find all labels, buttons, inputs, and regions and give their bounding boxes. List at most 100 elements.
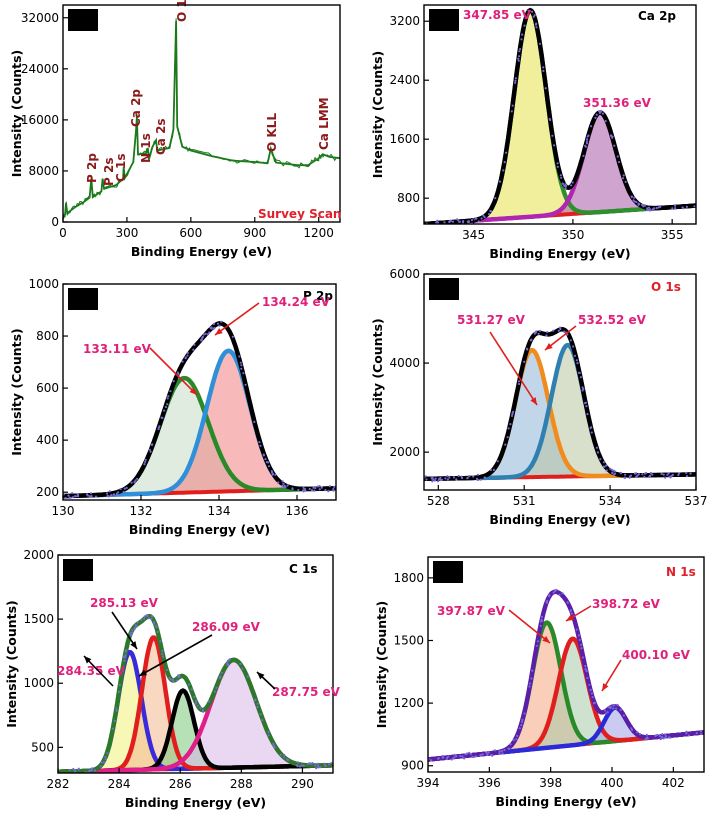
- chart-title: C 1s: [289, 562, 317, 576]
- y-tick-label: 900: [401, 759, 424, 773]
- y-tick-label: 2000: [23, 548, 54, 562]
- data-point: [434, 477, 437, 480]
- data-point: [589, 689, 592, 692]
- data-point: [164, 405, 167, 409]
- arrow-head: [215, 328, 223, 335]
- data-point: [609, 707, 612, 710]
- data-point: [572, 345, 575, 348]
- data-point: [130, 631, 133, 634]
- data-point: [663, 733, 667, 736]
- data-point: [239, 361, 242, 364]
- data-point: [161, 652, 164, 656]
- data-point: [552, 591, 555, 594]
- data-point: [677, 472, 681, 475]
- data-point: [633, 200, 636, 203]
- data-point: [430, 759, 433, 762]
- data-point: [446, 475, 449, 478]
- plot-frame: [62, 4, 341, 223]
- data-point: [466, 476, 469, 479]
- data-point: [498, 752, 501, 755]
- arrow-head: [130, 641, 137, 649]
- data-point: [576, 362, 579, 365]
- data-point: [646, 737, 649, 740]
- data-point: [505, 151, 508, 154]
- x-tick-label: 396: [478, 776, 501, 790]
- data-point: [455, 218, 459, 221]
- data-point: [530, 339, 533, 342]
- data-point: [181, 360, 184, 363]
- data-point: [149, 450, 152, 453]
- data-point: [656, 733, 659, 737]
- data-point: [218, 677, 221, 680]
- data-point: [585, 138, 589, 141]
- data-point: [561, 182, 564, 185]
- arrow-head: [542, 635, 550, 643]
- data-point: [520, 724, 523, 727]
- x-tick-label: 300: [115, 226, 138, 240]
- data-point: [501, 749, 504, 753]
- data-point: [575, 359, 579, 362]
- y-tick-label: 1800: [393, 571, 424, 585]
- data-point: [308, 487, 311, 491]
- data-point: [579, 376, 583, 379]
- data-point: [312, 486, 315, 489]
- data-point: [265, 461, 268, 464]
- data-point: [153, 621, 156, 624]
- x-tick-label: 534: [599, 494, 622, 508]
- data-point: [320, 486, 323, 489]
- data-point: [318, 488, 321, 491]
- data-point: [272, 744, 275, 747]
- data-point: [515, 738, 518, 741]
- data-point: [463, 757, 466, 760]
- data-point: [479, 478, 482, 481]
- data-point: [461, 755, 464, 758]
- data-point: [569, 609, 573, 612]
- arrow-line: [138, 634, 213, 677]
- data-point: [295, 764, 299, 767]
- data-point: [637, 203, 640, 206]
- survey-line: [63, 20, 340, 220]
- data-point: [107, 495, 110, 498]
- data-point: [523, 360, 526, 363]
- data-point: [220, 320, 223, 323]
- data-point: [458, 220, 461, 223]
- data-point: [201, 335, 204, 338]
- peak-label: 351.36 eV: [583, 96, 652, 110]
- data-point: [90, 495, 93, 498]
- data-point: [658, 734, 662, 738]
- data-point: [468, 475, 471, 478]
- data-point: [121, 669, 124, 672]
- data-point: [494, 197, 497, 200]
- data-point: [199, 706, 202, 710]
- data-point: [226, 659, 230, 662]
- data-point: [169, 678, 172, 681]
- data-point: [481, 753, 484, 756]
- data-point: [439, 478, 442, 482]
- peak-annotation-3: N 1s: [139, 133, 153, 163]
- data-point: [219, 675, 222, 678]
- data-point: [133, 480, 136, 484]
- data-point: [484, 476, 487, 479]
- data-point: [477, 220, 480, 223]
- data-point: [636, 731, 639, 734]
- data-point: [644, 204, 647, 207]
- data-point: [240, 367, 243, 370]
- data-point: [130, 481, 133, 484]
- data-point: [637, 473, 641, 476]
- panel-label-box: [429, 9, 459, 31]
- data-point: [184, 356, 187, 359]
- data-point: [582, 154, 585, 157]
- plot-frame: [62, 283, 337, 501]
- data-point: [523, 24, 526, 27]
- y-tick-label: 3200: [389, 14, 420, 28]
- data-point: [227, 663, 230, 667]
- data-point: [591, 696, 594, 699]
- peak-label: 284.35 eV: [57, 664, 126, 678]
- data-point: [143, 463, 146, 466]
- arrow-head: [189, 387, 197, 395]
- data-point: [489, 468, 493, 472]
- data-point: [140, 618, 143, 622]
- data-point: [147, 617, 150, 620]
- data-point: [267, 731, 270, 734]
- data-point: [559, 174, 562, 177]
